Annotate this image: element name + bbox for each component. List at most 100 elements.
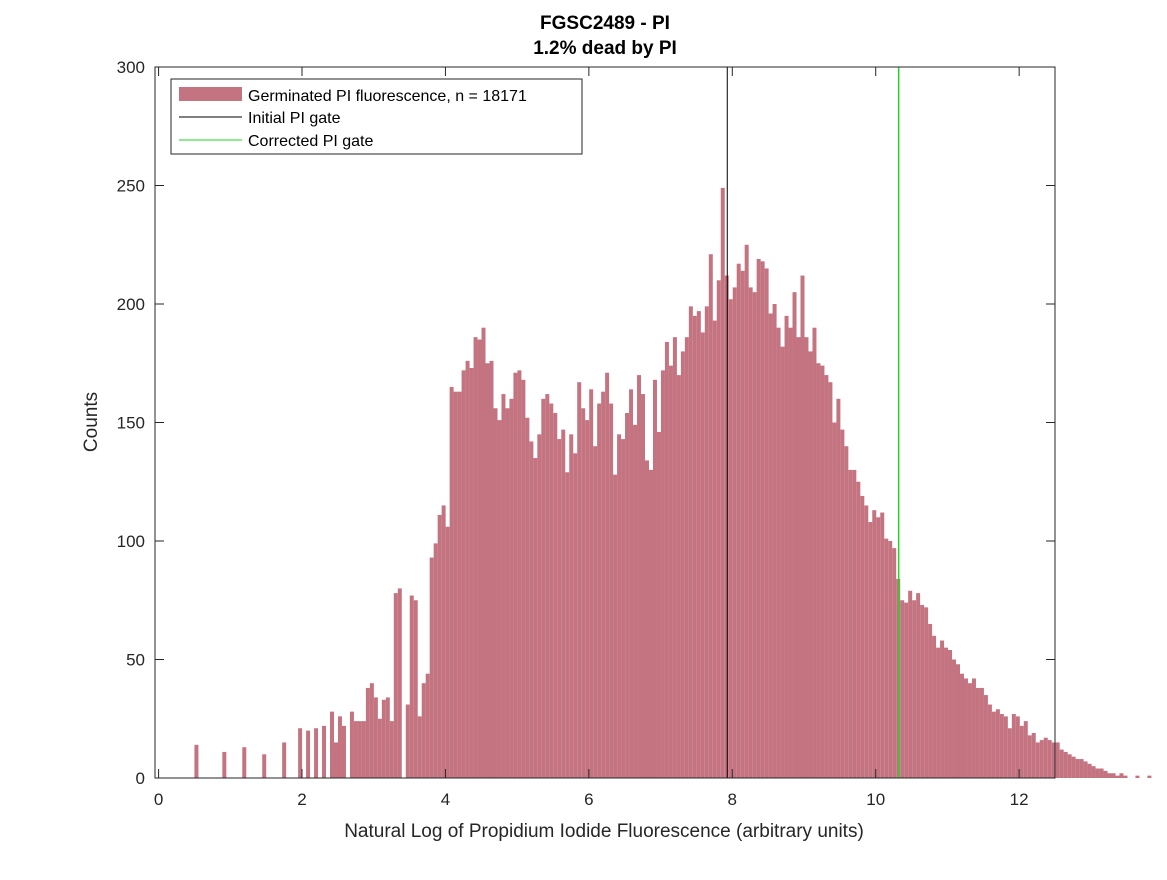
histogram-bar (884, 538, 889, 778)
histogram-bar (473, 337, 478, 778)
histogram-bar (222, 751, 227, 778)
histogram-bar (736, 263, 741, 779)
histogram-bar (501, 394, 506, 778)
histogram-bar (940, 640, 945, 778)
histogram-bar (593, 446, 598, 778)
histogram-bar (1019, 725, 1024, 778)
histogram-bar (497, 420, 502, 778)
histogram-bar (1047, 740, 1052, 778)
histogram-bar (537, 434, 542, 778)
histogram-bar (357, 721, 362, 778)
histogram-bar (688, 306, 693, 778)
histogram-bar (1115, 775, 1120, 778)
histogram-bar (641, 394, 645, 778)
histogram-bar (533, 458, 538, 778)
histogram-bar (880, 512, 885, 778)
histogram-bar (740, 270, 745, 778)
histogram-bar (1099, 768, 1104, 778)
histogram-bar (1015, 716, 1020, 778)
histogram-bar (397, 588, 402, 778)
histogram-bar (760, 261, 765, 779)
histogram-bar (242, 747, 247, 778)
histogram-bar (617, 434, 622, 778)
histogram-bars (194, 187, 1152, 779)
gate-lines (726, 67, 900, 778)
histogram-bar (585, 420, 590, 778)
histogram-bar (377, 718, 382, 778)
histogram-bar (712, 320, 717, 778)
histogram-bar (948, 650, 953, 778)
histogram-bar (680, 351, 685, 778)
histogram-bar (1071, 756, 1076, 778)
histogram-bar (517, 370, 522, 778)
histogram-bar (1091, 766, 1096, 778)
histogram-bar (1063, 751, 1068, 778)
histogram-bar (609, 403, 614, 778)
histogram-bar (565, 472, 570, 778)
histogram-bar (888, 541, 893, 778)
histogram-bar (720, 187, 725, 778)
histogram-bar (477, 339, 482, 778)
histogram-bar (1035, 742, 1040, 778)
histogram-bar (385, 697, 390, 778)
histogram-bar (956, 664, 960, 778)
histogram-bar (696, 311, 701, 778)
histogram-bar (824, 375, 829, 778)
histogram-bar (664, 341, 669, 778)
histogram-bar (716, 280, 721, 778)
histogram-bar (892, 548, 897, 778)
legend-swatch-histogram (179, 87, 242, 101)
histogram-bar (676, 375, 681, 778)
histogram-bar (987, 704, 992, 778)
histogram-bar (605, 372, 610, 778)
histogram-bar (828, 382, 833, 778)
histogram-bar (916, 593, 921, 778)
y-tick-label: 50 (126, 651, 145, 670)
histogram-bar (581, 408, 586, 778)
histogram-bar (936, 647, 941, 778)
histogram-bar (573, 453, 578, 778)
chart-subtitle: 1.2% dead by PI (533, 38, 677, 59)
histogram-bar (920, 604, 925, 778)
histogram-bar (417, 716, 422, 778)
histogram-bar (808, 351, 813, 778)
histogram-bar (788, 327, 793, 778)
histogram-bar (389, 721, 394, 778)
histogram-bar (900, 600, 905, 778)
histogram-bar (457, 391, 462, 778)
histogram-bar (613, 474, 618, 778)
x-tick-label: 6 (584, 790, 593, 809)
histogram-bar (748, 287, 753, 778)
histogram-bar (780, 346, 785, 778)
histogram-bar (557, 439, 562, 778)
histogram-bar (429, 557, 434, 778)
histogram-bar (322, 725, 327, 778)
histogram-bar (529, 441, 534, 778)
histogram-bar (776, 327, 781, 778)
x-tick-label: 2 (297, 790, 306, 809)
histogram-bar (1079, 759, 1084, 778)
histogram-bar (1087, 763, 1092, 778)
histogram-bar (561, 429, 566, 778)
histogram-bar (1135, 775, 1140, 778)
histogram-bar (928, 623, 933, 778)
histogram-bar (541, 398, 546, 778)
histogram-bar (369, 683, 374, 778)
histogram-bar (341, 725, 346, 778)
histogram-bar (505, 408, 510, 778)
histogram-bar (796, 337, 801, 778)
y-tick-label: 250 (117, 177, 145, 196)
y-tick-label: 200 (117, 295, 145, 314)
histogram-bar (952, 659, 957, 778)
y-tick-label: 0 (136, 769, 145, 788)
histogram-bar (645, 460, 649, 778)
x-tick-label: 10 (866, 790, 885, 809)
histogram-bar (373, 697, 378, 778)
histogram-bar (944, 647, 949, 778)
histogram-bar (1067, 754, 1072, 778)
x-tick-label: 8 (728, 790, 737, 809)
histogram-bar (1111, 773, 1116, 778)
histogram-bar (832, 422, 837, 778)
